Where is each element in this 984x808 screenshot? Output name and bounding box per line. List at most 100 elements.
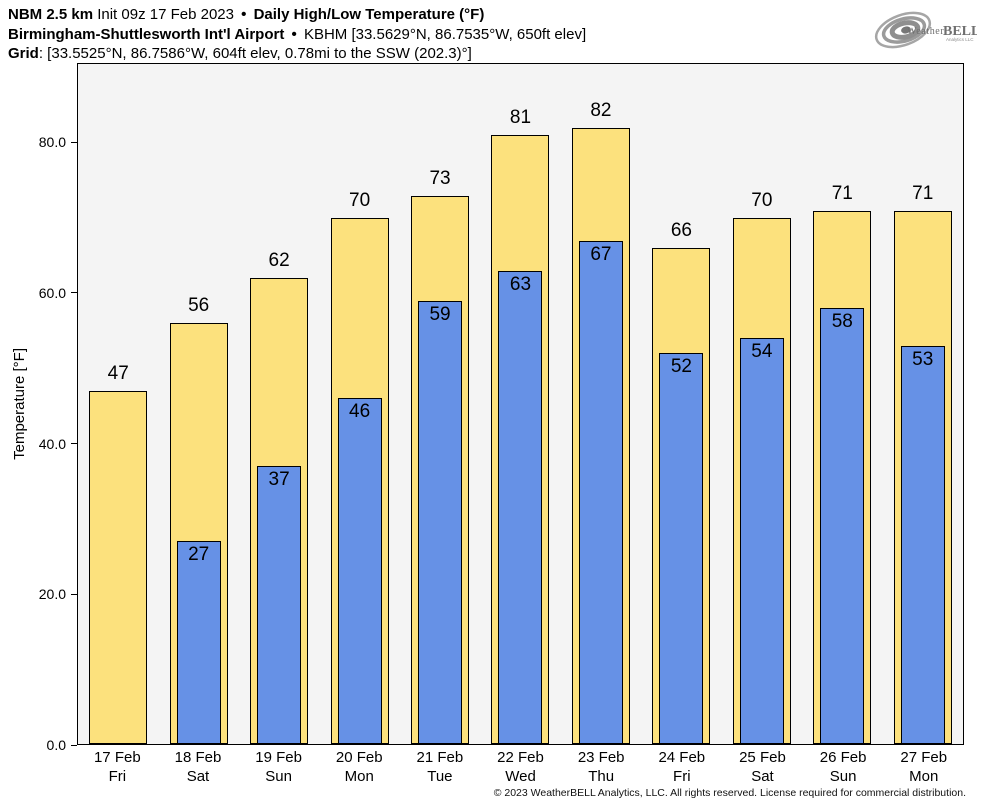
x-tick-weekday: Fri [108, 768, 127, 785]
low-value-label: 54 [751, 341, 773, 363]
weatherbell-logo: Weather BELL Analytics LLC [873, 7, 980, 53]
x-tick-label: 21 Feb Tue [400, 748, 481, 786]
high-value-label: 71 [912, 182, 934, 204]
x-tick-date: 17 Feb [93, 749, 141, 766]
x-tick-date: 22 Feb [497, 749, 544, 766]
station-info: KBHM [33.5629°N, 86.7535°W, 650ft elev] [303, 25, 587, 43]
bar-group: 47 [78, 64, 158, 744]
separator-dot: • [241, 6, 247, 23]
title-line-1: NBM 2.5 km Init 09z 17 Feb 2023 • Daily … [8, 5, 586, 25]
x-tick-label: 26 Feb Sun [803, 748, 884, 786]
x-tick-date: 24 Feb [658, 749, 706, 766]
x-tick-weekday: Sun [265, 768, 292, 785]
bar-group: 71 53 [883, 64, 963, 744]
x-tick-date: 21 Feb [416, 749, 464, 766]
title-line-3: Grid: [33.5525°N, 86.7586°W, 604ft elev,… [8, 44, 586, 64]
x-tick-weekday: Sat [186, 768, 210, 785]
grid-label: Grid [8, 45, 39, 62]
low-temp-bar: 58 [820, 308, 865, 744]
low-value-label: 63 [509, 273, 532, 295]
model-name: NBM 2.5 km [8, 6, 94, 23]
x-tick-label: 20 Feb Mon [319, 748, 400, 786]
bar-group: 62 37 [239, 64, 319, 744]
bar-group: 73 59 [400, 64, 480, 744]
x-tick-date: 19 Feb [255, 749, 302, 766]
x-tick-weekday: Thu [588, 768, 615, 785]
x-tick-date: 20 Feb [335, 749, 383, 766]
low-value-label: 37 [268, 469, 290, 490]
x-tick-weekday: Mon [909, 768, 939, 785]
y-tick-mark [71, 593, 77, 595]
x-tick-weekday: Fri [673, 768, 691, 785]
high-value-label: 70 [349, 190, 371, 212]
separator-dot: • [291, 25, 297, 43]
high-value-label: 66 [670, 220, 692, 242]
y-tick-label: 40.0 [38, 435, 66, 452]
low-value-label: 46 [349, 401, 371, 423]
init-time: Init 09z 17 Feb 2023 [97, 6, 234, 23]
x-tick-label: 25 Feb Sat [722, 748, 803, 786]
logo-text-weather: Weather [907, 26, 944, 37]
low-temp-bar: 67 [578, 240, 623, 744]
low-value-label: 67 [590, 243, 612, 265]
low-value-label: 58 [831, 311, 853, 333]
x-tick-label: 17 Feb Fri [77, 748, 158, 786]
bar-group: 81 63 [480, 64, 560, 744]
high-value-label: 71 [831, 182, 853, 204]
x-tick-weekday: Wed [505, 768, 536, 785]
x-tick-label: 22 Feb Wed [480, 748, 561, 786]
x-tick-label: 18 Feb Sat [158, 748, 239, 786]
x-tick-date: 27 Feb [900, 749, 948, 766]
low-value-label: 52 [670, 356, 692, 378]
high-value-label: 56 [188, 295, 210, 317]
x-axis-labels: 17 Feb Fri 18 Feb Sat 19 Feb Sun 20 Feb Mon 21 F… [77, 748, 964, 786]
x-tick-date: 18 Feb [174, 749, 222, 766]
low-temp-bar: 59 [418, 300, 463, 744]
title-line-2: Birmingham-Shuttlesworth Int'l Airport •… [8, 25, 586, 45]
grid-info: : [33.5525°N, 86.7586°W, 604ft elev, 0.7… [38, 45, 472, 62]
low-temp-bar: 63 [498, 270, 543, 744]
high-value-label: 73 [429, 167, 451, 189]
logo-text-bell: BELL [943, 24, 977, 39]
x-tick-weekday: Sun [829, 768, 857, 785]
x-tick-weekday: Sat [751, 768, 774, 785]
copyright-notice: © 2023 WeatherBELL Analytics, LLC. All r… [493, 787, 966, 799]
x-tick-weekday: Mon [344, 768, 374, 785]
high-value-label: 82 [590, 99, 612, 121]
x-tick-label: 19 Feb Sun [238, 748, 319, 786]
x-tick-date: 25 Feb [739, 749, 786, 766]
y-tick-mark [71, 292, 77, 294]
low-value-label: 53 [912, 348, 934, 370]
high-value-label: 62 [268, 250, 290, 272]
low-value-label: 59 [429, 303, 451, 325]
x-tick-label: 23 Feb Thu [561, 748, 642, 786]
high-value-label: 70 [751, 190, 773, 212]
low-temp-bar: 46 [337, 398, 382, 744]
bar-group: 71 58 [802, 64, 882, 744]
title-block: NBM 2.5 km Init 09z 17 Feb 2023 • Daily … [8, 5, 586, 64]
y-tick-label: 0.0 [46, 737, 66, 753]
y-tick-label: 80.0 [38, 134, 66, 151]
x-tick-date: 23 Feb [577, 749, 625, 766]
low-temp-bar: 37 [257, 466, 302, 744]
high-value-label: 47 [107, 362, 129, 384]
y-axis: 0.0 20.0 40.0 60.0 80.0 [0, 63, 77, 753]
product-name: Daily High/Low Temperature (°F) [253, 6, 485, 23]
bar-group: 66 52 [641, 64, 721, 744]
low-temp-bar: 54 [739, 338, 784, 744]
hurricane-swirl-icon: Weather BELL Analytics LLC [874, 11, 980, 49]
bar-group: 56 27 [158, 64, 238, 744]
low-temp-bar: 52 [659, 353, 704, 744]
x-tick-label: 27 Feb Mon [883, 748, 964, 786]
low-temp-bar: 27 [176, 541, 221, 744]
y-tick-mark [71, 443, 77, 445]
high-value-label: 81 [509, 107, 532, 129]
x-tick-weekday: Tue [427, 768, 453, 785]
station-name: Birmingham-Shuttlesworth Int'l Airport [8, 25, 285, 43]
low-value-label: 27 [188, 544, 210, 566]
bar-group: 82 67 [561, 64, 641, 744]
y-tick-label: 60.0 [38, 284, 66, 301]
bar-group: 70 54 [722, 64, 802, 744]
logo-text-analytics: Analytics LLC [946, 37, 974, 42]
x-tick-label: 24 Feb Fri [641, 748, 722, 786]
